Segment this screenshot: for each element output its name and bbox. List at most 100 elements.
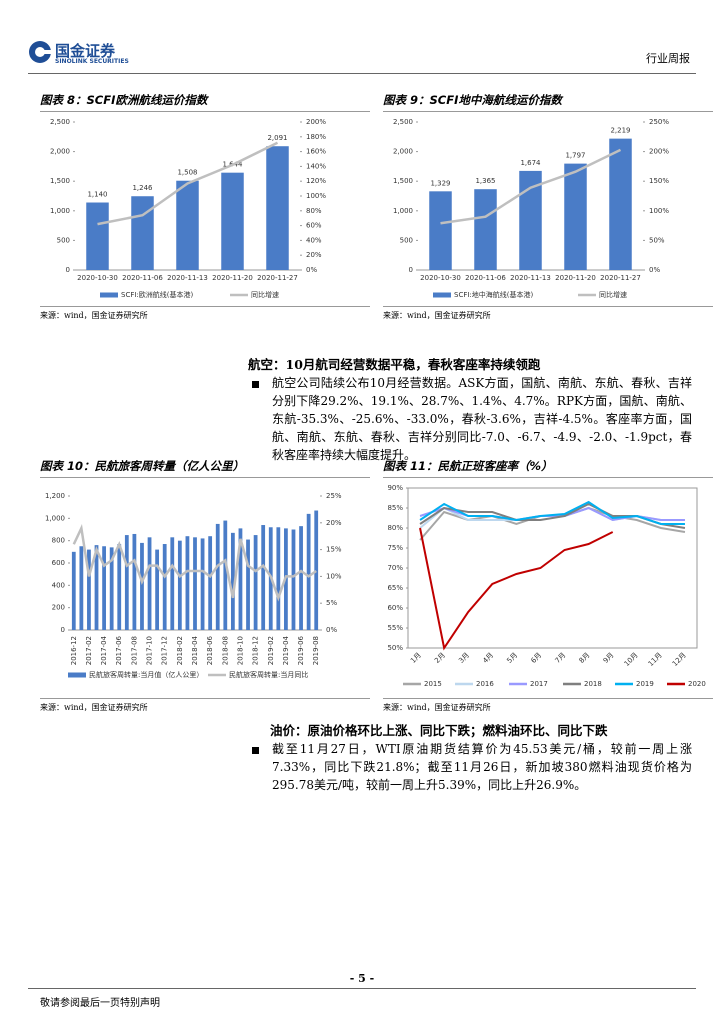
y2-tick-label: 150% bbox=[649, 177, 669, 185]
y-tick-label: 400 bbox=[52, 581, 65, 589]
chart: 0 500 1,000 1,500 2,000 2,500 0% 50% 100% 150% 200… bbox=[393, 118, 669, 299]
y2-tick-label: 10% bbox=[326, 572, 342, 580]
bar bbox=[162, 544, 167, 630]
y2-tick-label: 200% bbox=[649, 148, 669, 156]
x-tick-label: 2020-10-30 bbox=[420, 274, 461, 282]
logo-icon bbox=[29, 41, 51, 63]
x-tick-label: 2020-11-27 bbox=[600, 274, 641, 282]
y-tick-label: 80% bbox=[387, 524, 403, 532]
legend-label: SCFI:地中海航线(基本港) bbox=[454, 290, 534, 299]
x-tick-label: 10月 bbox=[623, 651, 640, 668]
y-tick-label: 1,500 bbox=[50, 177, 70, 185]
y-tick-label: 60% bbox=[387, 604, 403, 612]
y-tick-label: 75% bbox=[387, 544, 403, 552]
chart-title: 图表 9：SCFI地中海航线运价指数 bbox=[383, 92, 713, 112]
data-label: 1,508 bbox=[177, 169, 197, 177]
chart-source: 来源：wind，国金证券研究所 bbox=[40, 306, 370, 321]
x-tick-label: 2月 bbox=[433, 651, 447, 665]
x-tick-label: 4月 bbox=[481, 651, 495, 665]
y-tick-label: 500 bbox=[57, 236, 70, 244]
legend-label: 民航旅客周转量:当月值（亿人公里） bbox=[89, 670, 203, 679]
section-heading: 油价：原油价格环比上涨、同比下跌；燃料油环比、同比下跌 bbox=[270, 723, 608, 738]
bar bbox=[221, 172, 244, 270]
chart-source: 来源：wind，国金证券研究所 bbox=[383, 698, 713, 713]
bar bbox=[176, 180, 199, 270]
x-tick-label: 11月 bbox=[647, 651, 664, 668]
x-tick-label: 9月 bbox=[602, 651, 616, 665]
paragraph: 截至11月27日，WTI原油期货结算价为45.53美元/桶，较前一周上涨7.33… bbox=[272, 742, 692, 792]
y2-tick-label: 40% bbox=[306, 236, 322, 244]
x-tick-label: 2017-02 bbox=[85, 636, 93, 665]
bar bbox=[131, 196, 154, 270]
x-tick-label: 3月 bbox=[457, 651, 471, 665]
legend-label: SCFI:欧洲航线(基本港) bbox=[121, 290, 194, 299]
x-tick-label: 2020-10-30 bbox=[77, 274, 118, 282]
y2-tick-label: 0% bbox=[326, 626, 337, 634]
y-tick-label: 2,000 bbox=[393, 148, 413, 156]
y-tick-label: 65% bbox=[387, 584, 403, 592]
y-tick-label: 800 bbox=[52, 537, 65, 545]
data-label: 2,091 bbox=[267, 134, 287, 142]
x-tick-label: 2020-11-06 bbox=[465, 274, 506, 282]
x-tick-label: 2018-06 bbox=[206, 635, 214, 665]
chart-source: 来源：wind，国金证券研究所 bbox=[40, 698, 370, 713]
bullet bbox=[252, 381, 259, 388]
y-tick-label: 600 bbox=[52, 559, 65, 567]
y2-tick-label: 20% bbox=[306, 251, 322, 259]
legend-label: 同比增速 bbox=[599, 290, 627, 299]
x-tick-label: 1月 bbox=[409, 651, 423, 665]
legend-label: 2017 bbox=[530, 680, 548, 688]
legend-label: 2016 bbox=[476, 680, 494, 688]
bar bbox=[132, 533, 137, 630]
legend-swatch bbox=[100, 292, 118, 298]
y2-tick-label: 50% bbox=[649, 236, 665, 244]
bar bbox=[230, 532, 235, 630]
bar bbox=[314, 510, 319, 630]
x-tick-label: 12月 bbox=[671, 651, 688, 668]
logo-text: 国金证券 bbox=[55, 42, 116, 60]
data-label: 2,219 bbox=[610, 127, 630, 135]
y-tick-label: 1,500 bbox=[393, 177, 413, 185]
line-series bbox=[419, 500, 685, 525]
y-tick-label: 0 bbox=[61, 626, 65, 634]
line-series bbox=[440, 148, 622, 225]
y-tick-label: 2,000 bbox=[50, 148, 70, 156]
data-label: 1,140 bbox=[87, 191, 107, 199]
x-tick-label: 2018-04 bbox=[191, 635, 199, 665]
data-label: 1,246 bbox=[132, 184, 153, 192]
bar bbox=[200, 538, 205, 630]
x-tick-label: 2016-12 bbox=[70, 636, 78, 665]
line-series bbox=[97, 141, 279, 226]
y2-tick-label: 25% bbox=[326, 492, 342, 500]
bar bbox=[276, 527, 281, 630]
x-tick-label: 8月 bbox=[578, 651, 592, 665]
chart: 0 200 400 600 800 1,000 1,200 0% 5% 10% 15% 20% 25% 2… bbox=[45, 492, 342, 679]
bar bbox=[102, 546, 106, 630]
bullet bbox=[252, 747, 259, 754]
chart-title: 图表 10：民航旅客周转量（亿人公里） bbox=[40, 458, 370, 478]
x-tick-label: 2019-06 bbox=[297, 635, 305, 665]
y-tick-label: 70% bbox=[387, 564, 403, 572]
report-type: 行业周报 bbox=[646, 52, 690, 65]
legend-label: 2020 bbox=[688, 680, 706, 688]
bar bbox=[238, 528, 243, 630]
bar bbox=[306, 513, 311, 630]
bar bbox=[117, 544, 122, 630]
bar bbox=[94, 545, 99, 630]
legend-label: 2019 bbox=[636, 680, 654, 688]
bar bbox=[193, 537, 197, 630]
x-tick-label: 6月 bbox=[530, 651, 544, 665]
x-tick-label: 2020-11-27 bbox=[257, 274, 298, 282]
y-tick-label: 1,000 bbox=[50, 207, 70, 215]
plot-frame bbox=[407, 487, 698, 649]
bar bbox=[86, 202, 109, 270]
bar bbox=[266, 146, 289, 270]
y2-tick-label: 200% bbox=[306, 118, 326, 126]
chart-title: 图表 11：民航正班客座率（%） bbox=[383, 458, 713, 478]
y-tick-label: 1,000 bbox=[45, 514, 65, 522]
x-tick-label: 2017-10 bbox=[146, 636, 154, 665]
y-tick-label: 1,000 bbox=[393, 207, 413, 215]
x-tick-label: 2020-11-20 bbox=[555, 274, 596, 282]
x-tick-label: 2017-04 bbox=[100, 635, 108, 665]
chart: 0 500 1,000 1,500 2,000 2,500 0% 20% 40% 60% 80% 10… bbox=[50, 118, 326, 299]
